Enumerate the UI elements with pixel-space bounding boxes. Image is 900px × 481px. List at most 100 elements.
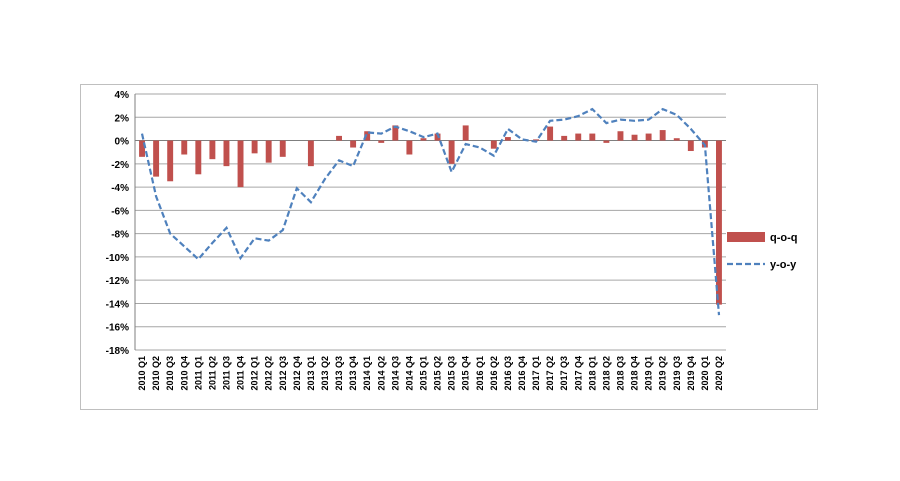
bar-series-q-o-q [139, 125, 722, 305]
bar-q-o-q [659, 130, 666, 141]
chart-frame: 4% 2% 0% -2% -4% -6% -8% -10% -12% -14% -16% -18% 2… [80, 84, 818, 410]
x-tick-label: 2018 Q1 [587, 356, 597, 391]
bar-q-o-q [490, 140, 497, 149]
x-tick-label: 2011 Q2 [207, 356, 217, 390]
x-tick-label: 2017 Q2 [545, 356, 555, 391]
x-tick-label: 2014 Q3 [390, 356, 400, 391]
legend-label-y-o-y: y-o-y [770, 259, 797, 271]
bar-q-o-q [251, 140, 258, 154]
y-tick-label: -12% [106, 276, 129, 287]
x-tick-label: 2012 Q3 [278, 356, 288, 391]
bar-q-o-q [195, 140, 202, 175]
bar-q-o-q [139, 140, 145, 157]
x-tick-label: 2015 Q3 [447, 356, 457, 391]
legend-swatch-q-o-q [727, 232, 765, 242]
x-tick-label: 2011 Q3 [221, 356, 231, 390]
bar-q-o-q [167, 140, 174, 182]
bar-q-o-q [716, 140, 722, 305]
x-tick-label: 2017 Q1 [531, 356, 541, 391]
y-tick-label: -16% [106, 323, 129, 334]
x-tick-label: 2020 Q2 [714, 356, 724, 391]
x-tick-label: 2017 Q3 [559, 356, 569, 391]
bar-q-o-q [547, 126, 554, 141]
x-tick-label: 2019 Q3 [672, 356, 682, 391]
bar-q-o-q [673, 138, 680, 141]
legend-label-q-o-q: q-o-q [770, 232, 797, 244]
y-tick-label: -8% [111, 230, 129, 241]
bar-q-o-q [561, 135, 568, 141]
x-tick-label: 2013 Q1 [306, 356, 316, 391]
x-tick-label: 2013 Q3 [334, 356, 344, 391]
x-tick-label: 2014 Q2 [376, 356, 386, 391]
x-tick-label: 2013 Q2 [320, 356, 330, 391]
y-tick-labels: 4% 2% 0% -2% -4% -6% -8% -10% -12% -14% -16% -18% [106, 90, 129, 357]
y-tick-label: -14% [106, 299, 129, 310]
y-tick-label: 2% [115, 113, 130, 124]
bar-q-o-q [575, 133, 582, 141]
bar-q-o-q [687, 140, 694, 152]
bar-q-o-q [589, 133, 596, 141]
x-tick-label: 2018 Q3 [615, 356, 625, 391]
x-tick-label: 2016 Q3 [503, 356, 513, 391]
x-tick-label: 2011 Q1 [193, 356, 203, 390]
bar-q-o-q [631, 134, 638, 141]
bar-q-o-q [420, 138, 427, 141]
y-tick-label: -4% [111, 183, 129, 194]
chart-svg: 4% 2% 0% -2% -4% -6% -8% -10% -12% -14% -16% -18% 2… [106, 90, 798, 391]
bar-q-o-q [307, 140, 314, 167]
bar-q-o-q [265, 140, 272, 163]
x-tick-label: 2016 Q2 [489, 356, 499, 391]
x-tick-label: 2019 Q1 [644, 356, 654, 391]
x-tick-label: 2015 Q1 [418, 356, 428, 391]
x-tick-labels: 2010 Q1 2010 Q2 2010 Q3 2010 Q4 2011 Q1 2011 … [137, 356, 724, 391]
bar-q-o-q [350, 140, 357, 148]
bar-q-o-q [223, 140, 230, 167]
y-tick-label: 0% [115, 137, 130, 148]
x-tick-label: 2018 Q2 [601, 356, 611, 391]
x-tick-label: 2017 Q4 [573, 356, 583, 391]
x-tick-label: 2012 Q1 [250, 356, 260, 391]
bar-q-o-q [603, 140, 610, 143]
x-tick-label: 2010 Q1 [137, 356, 147, 391]
x-tick-label: 2019 Q2 [658, 356, 668, 391]
bar-q-o-q [364, 131, 371, 141]
y-tick-label: -10% [106, 253, 129, 264]
bar-q-o-q [336, 135, 342, 141]
y-tick-label: -18% [106, 346, 129, 357]
bar-q-o-q [434, 133, 441, 141]
x-tick-label: 2015 Q2 [433, 356, 443, 391]
x-tick-label: 2012 Q2 [264, 356, 274, 391]
bar-q-o-q [504, 137, 511, 141]
line-series-y-o-y [140, 107, 721, 316]
bar-q-o-q [181, 140, 188, 155]
y-tick-label: -6% [111, 206, 129, 217]
bar-q-o-q [378, 140, 385, 143]
bar-q-o-q [406, 140, 413, 155]
bar-q-o-q [392, 125, 399, 141]
x-tick-label: 2018 Q4 [630, 356, 640, 391]
x-tick-label: 2020 Q1 [700, 356, 710, 391]
x-tick-label: 2014 Q1 [362, 356, 372, 391]
bar-q-o-q [209, 140, 216, 160]
bar-q-o-q [153, 140, 160, 177]
x-tick-label: 2011 Q4 [236, 356, 246, 390]
legend: q-o-q y-o-y [727, 232, 797, 271]
x-tick-label: 2010 Q3 [165, 356, 175, 391]
x-tick-label: 2010 Q2 [151, 356, 161, 391]
gridlines [134, 93, 726, 351]
y-tick-label: -2% [111, 160, 129, 171]
x-tick-label: 2016 Q1 [475, 356, 485, 391]
bar-q-o-q [645, 133, 652, 141]
x-tick-label: 2014 Q4 [404, 356, 414, 391]
bar-q-o-q [462, 125, 469, 141]
bar-q-o-q [448, 140, 455, 164]
x-tick-label: 2015 Q4 [461, 356, 471, 391]
x-tick-label: 2013 Q4 [348, 356, 358, 391]
x-tick-label: 2016 Q4 [517, 356, 527, 391]
bar-q-o-q [279, 140, 286, 157]
x-tick-label: 2010 Q4 [179, 356, 189, 391]
bar-q-o-q [617, 131, 624, 141]
x-tick-label: 2019 Q4 [686, 356, 696, 391]
x-tick-label: 2012 Q4 [292, 356, 302, 391]
y-tick-label: 4% [115, 90, 130, 101]
